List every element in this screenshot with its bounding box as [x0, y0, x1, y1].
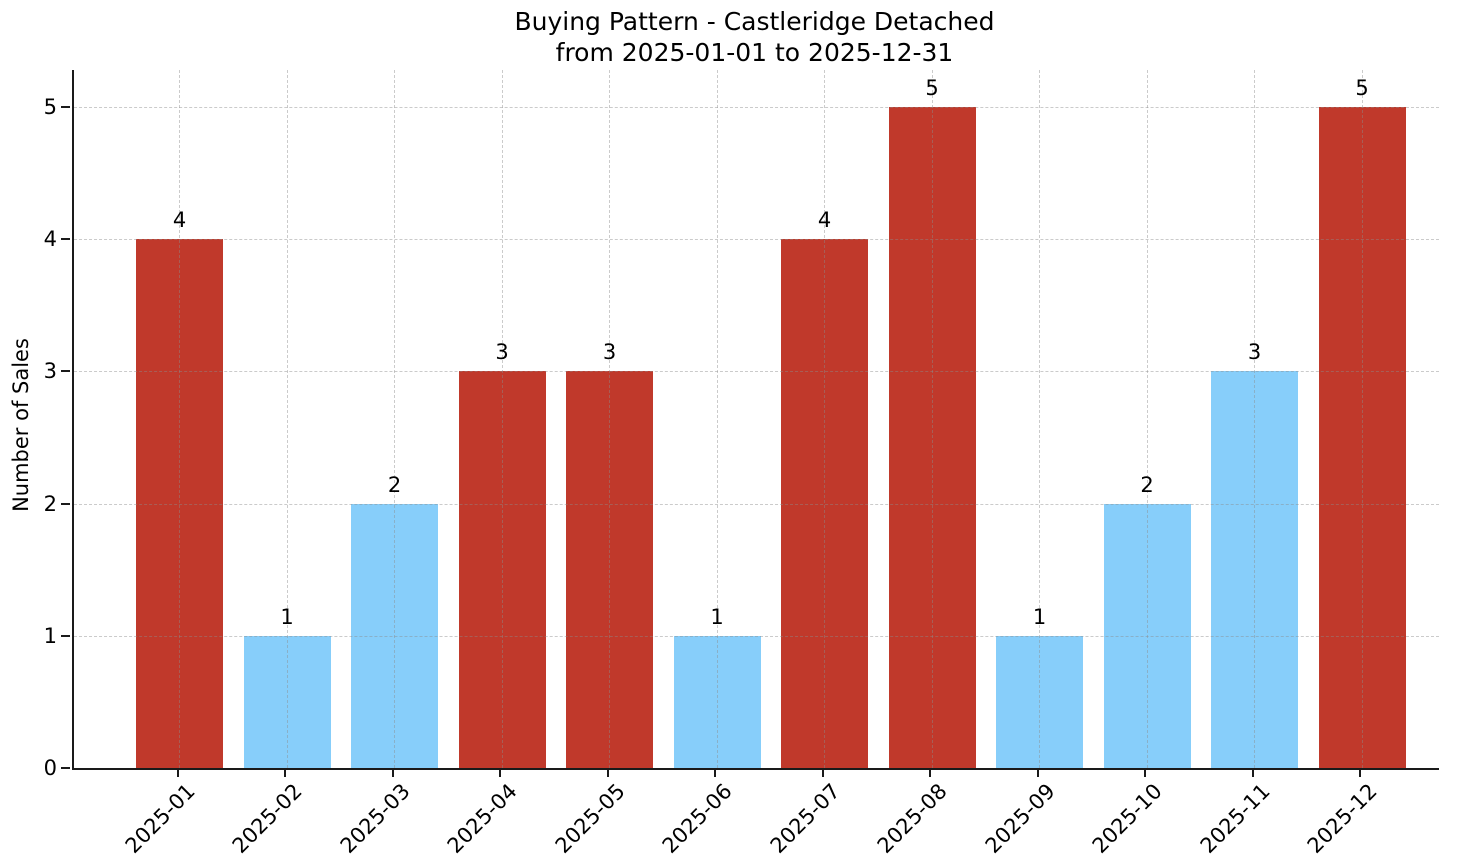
bar-value-label-2025-04: 3 [495, 340, 509, 365]
gridline-x-2025-03 [394, 70, 395, 768]
chart-title: Buying Pattern - Castleridge Detached fr… [72, 6, 1437, 68]
y-tick-3 [61, 370, 70, 373]
x-tick-2025-07 [821, 768, 824, 777]
bar-value-label-2025-11: 3 [1247, 340, 1262, 365]
gridline-x-2025-06 [716, 70, 718, 768]
plot-area: 4 1 2 3 3 1 4 5 1 2 3 5 [72, 70, 1439, 770]
x-tick-2025-01 [176, 768, 179, 777]
y-tick-label-0: 0 [43, 756, 57, 780]
bar-value-label-2025-08: 5 [925, 76, 939, 100]
y-tick-label-3: 3 [43, 359, 57, 384]
x-tick-2025-04 [499, 768, 501, 777]
x-tick-label-text: 2025-06 [657, 779, 737, 859]
gridline-x-2025-01 [179, 70, 180, 768]
y-tick-0 [61, 767, 70, 769]
gridline-x-2025-09 [1039, 70, 1040, 768]
bar-value-label-2025-07: 4 [817, 208, 832, 233]
x-tick-2025-12 [1359, 768, 1361, 777]
x-tick-2025-09 [1036, 768, 1039, 777]
y-tick-4 [61, 238, 70, 241]
x-tick-label-text: 2025-08 [872, 779, 952, 859]
bar-2025-09 [996, 635, 1083, 768]
bar-value-label-2025-10: 2 [1140, 472, 1154, 497]
bar-2025-11 [1211, 371, 1298, 768]
bar-value-label-2025-09: 1 [1032, 604, 1047, 629]
x-tick-label-text: 2025-05 [550, 779, 630, 859]
y-tick-5 [61, 106, 70, 108]
gridline-y-4 [74, 239, 1439, 241]
bar-value-label-2025-02: 1 [280, 604, 294, 629]
bar-value-label-2025-03: 2 [387, 472, 402, 497]
x-tick-2025-08 [929, 768, 931, 777]
gridline-y-2 [74, 503, 1439, 505]
bar-2025-02 [243, 635, 331, 768]
gridline-x-2025-11 [1254, 70, 1255, 768]
y-tick-label-5: 5 [43, 95, 57, 119]
gridline-x-2025-02 [286, 70, 288, 768]
x-tick-2025-11 [1251, 768, 1254, 777]
x-tick-label-text: 2025-04 [442, 779, 522, 859]
bar-2025-07 [781, 239, 868, 768]
bar-value-label-2025-01: 4 [172, 208, 187, 233]
gridline-x-2025-04 [501, 70, 503, 768]
y-tick-1 [61, 634, 70, 637]
y-tick-label-4: 4 [43, 227, 57, 252]
chart-title-line1: Buying Pattern - Castleridge Detached [514, 7, 995, 36]
x-tick-label-text: 2025-01 [120, 779, 200, 859]
bar-2025-12 [1318, 107, 1406, 768]
bar-2025-05 [566, 371, 653, 768]
bar-2025-01 [136, 239, 223, 768]
bar-2025-04 [458, 371, 546, 768]
bar-value-label-2025-05: 3 [602, 340, 617, 365]
gridline-x-2025-05 [609, 70, 610, 768]
bar-2025-06 [673, 635, 761, 768]
bar-value-label-2025-06: 1 [710, 604, 724, 629]
x-tick-2025-03 [391, 768, 394, 777]
x-tick-2025-02 [284, 768, 286, 777]
x-tick-label-text: 2025-02 [227, 779, 307, 859]
gridline-y-1 [74, 635, 1439, 637]
x-tick-label-text: 2025-11 [1195, 779, 1275, 859]
x-tick-label-text: 2025-10 [1087, 779, 1167, 859]
y-tick-label-1: 1 [43, 623, 57, 648]
x-tick-2025-06 [714, 768, 716, 777]
x-tick-label-text: 2025-09 [980, 779, 1060, 859]
x-tick-label-text: 2025-03 [335, 779, 415, 859]
y-tick-label-2: 2 [43, 491, 57, 516]
x-tick-2025-05 [606, 768, 609, 777]
gridline-x-2025-12 [1361, 70, 1363, 768]
gridline-y-3 [74, 371, 1439, 373]
chart-title-line2: from 2025-01-01 to 2025-12-31 [555, 38, 954, 67]
x-tick-label-text: 2025-07 [765, 779, 845, 859]
gridline-x-2025-08 [931, 70, 933, 768]
bar-2025-03 [351, 503, 438, 768]
bar-value-label-2025-12: 5 [1355, 76, 1369, 100]
gridline-y-5 [74, 107, 1439, 108]
x-tick-label-text: 2025-12 [1302, 779, 1382, 859]
bar-2025-10 [1103, 503, 1191, 768]
gridline-x-2025-10 [1146, 70, 1148, 768]
x-tick-2025-10 [1144, 768, 1146, 777]
y-tick-2 [61, 502, 70, 505]
gridline-x-2025-07 [824, 70, 825, 768]
bar-2025-08 [888, 107, 976, 768]
